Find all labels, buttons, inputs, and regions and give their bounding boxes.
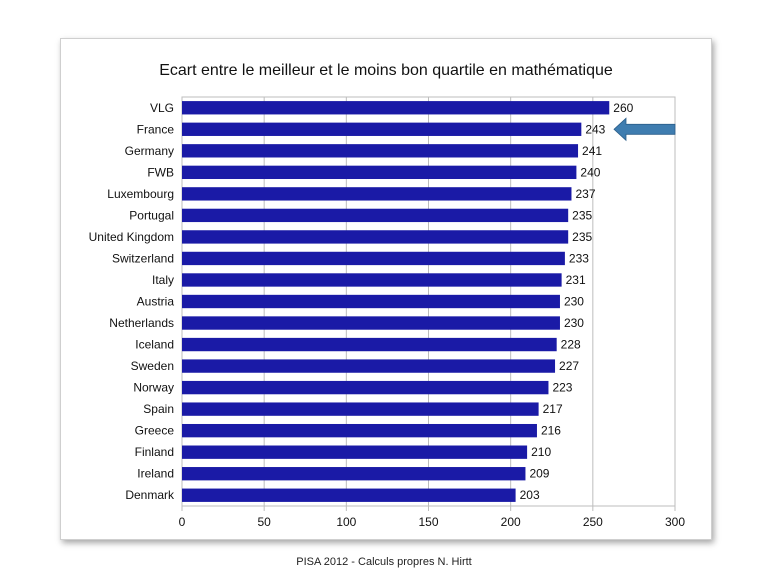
value-label: 237 bbox=[575, 187, 595, 201]
x-tick-label: 50 bbox=[257, 515, 271, 529]
category-label: Netherlands bbox=[109, 316, 174, 330]
value-label: 227 bbox=[559, 359, 579, 373]
category-label: Luxembourg bbox=[107, 187, 174, 201]
bar bbox=[182, 402, 539, 416]
bar bbox=[182, 273, 562, 287]
bar bbox=[182, 423, 537, 438]
category-label: France bbox=[137, 122, 175, 136]
category-label: United Kingdom bbox=[89, 230, 174, 244]
value-label: 217 bbox=[543, 402, 563, 416]
bar bbox=[182, 101, 610, 115]
bar bbox=[182, 230, 569, 244]
bar bbox=[182, 488, 516, 502]
value-label: 209 bbox=[529, 467, 549, 481]
category-label: Ireland bbox=[137, 467, 174, 481]
category-label: Spain bbox=[143, 402, 174, 416]
x-tick-label: 200 bbox=[501, 515, 521, 529]
x-tick-label: 150 bbox=[418, 515, 438, 529]
category-label: Austria bbox=[137, 295, 175, 309]
category-label: Denmark bbox=[125, 488, 175, 502]
value-label: 260 bbox=[613, 101, 633, 115]
category-label: Portugal bbox=[129, 208, 174, 222]
bar bbox=[182, 337, 557, 352]
bar bbox=[182, 316, 560, 330]
value-labels: 260 243 241 240 237 235 235 233 231 230 230 228 227 2… bbox=[520, 101, 634, 502]
bar bbox=[182, 467, 526, 481]
bar bbox=[182, 294, 560, 309]
value-label: 216 bbox=[541, 424, 561, 438]
x-tick-label: 300 bbox=[665, 515, 685, 529]
value-label: 210 bbox=[531, 445, 551, 459]
category-label: Switzerland bbox=[112, 251, 174, 265]
bar bbox=[182, 144, 579, 158]
x-tick-label: 250 bbox=[583, 515, 603, 529]
value-label: 230 bbox=[564, 295, 584, 309]
bars bbox=[182, 101, 610, 502]
bar bbox=[182, 165, 577, 180]
x-tick-label: 0 bbox=[179, 515, 186, 529]
category-label: FWB bbox=[147, 165, 174, 179]
category-label: Italy bbox=[152, 273, 174, 287]
highlight-marker bbox=[613, 117, 676, 142]
bar bbox=[182, 122, 582, 136]
value-label: 231 bbox=[566, 273, 586, 287]
bar bbox=[182, 380, 549, 395]
category-label: VLG bbox=[150, 101, 174, 115]
bar bbox=[182, 208, 569, 223]
value-label: 203 bbox=[520, 488, 540, 502]
bar bbox=[182, 187, 572, 201]
bar bbox=[182, 359, 556, 373]
value-label: 233 bbox=[569, 251, 589, 265]
category-label: Finland bbox=[135, 445, 174, 459]
category-label: Germany bbox=[125, 144, 174, 158]
bar bbox=[182, 445, 528, 459]
category-label: Iceland bbox=[135, 338, 174, 352]
value-label: 230 bbox=[564, 316, 584, 330]
x-tick-labels: 0 50 100 150 200 250 300 bbox=[179, 515, 686, 529]
bar-chart: Ecart entre le meilleur et le moins bon … bbox=[89, 62, 686, 529]
value-label: 235 bbox=[572, 230, 592, 244]
highlight-arrow bbox=[613, 117, 676, 142]
value-label: 241 bbox=[582, 144, 602, 158]
category-label: Norway bbox=[133, 381, 174, 395]
x-tick-label: 100 bbox=[336, 515, 356, 529]
slide-footer: PISA 2012 - Calculs propres N. Hirtt bbox=[296, 556, 472, 568]
chart-frame: Ecart entre le meilleur et le moins bon … bbox=[60, 38, 712, 540]
chart-title: Ecart entre le meilleur et le moins bon … bbox=[159, 62, 613, 79]
bar bbox=[182, 251, 565, 266]
value-label: 243 bbox=[585, 122, 605, 136]
value-label: 235 bbox=[572, 208, 592, 222]
value-label: 240 bbox=[580, 165, 600, 179]
value-label: 223 bbox=[552, 381, 572, 395]
category-label: Sweden bbox=[131, 359, 174, 373]
category-label: Greece bbox=[135, 424, 175, 438]
value-label: 228 bbox=[561, 338, 581, 352]
category-labels: VLG France Germany FWB Luxembourg Portugal Uni… bbox=[89, 101, 175, 502]
